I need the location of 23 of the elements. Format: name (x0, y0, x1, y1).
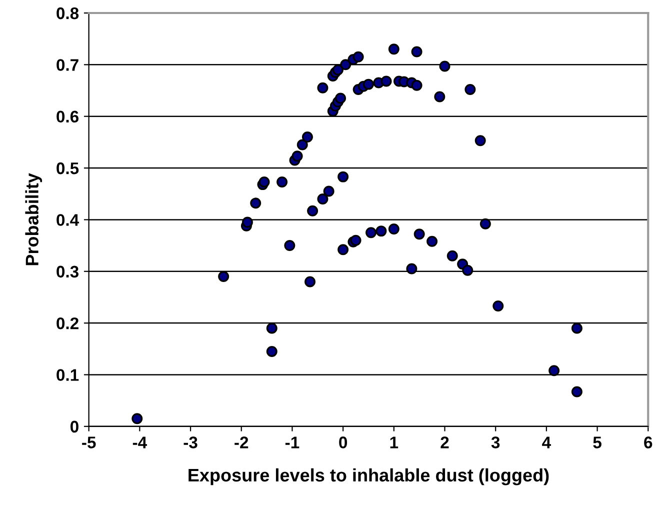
y-tick-label: 0.1 (56, 369, 79, 381)
x-tick-label: -3 (184, 436, 198, 448)
x-tick-label: 0 (339, 436, 348, 448)
y-tick-label: 0.8 (56, 7, 79, 20)
y-tick-label: 0.7 (56, 59, 78, 71)
x-tick-label: -1 (285, 436, 300, 448)
x-tick-label: 5 (593, 436, 602, 448)
y-tick-label: 0.3 (56, 266, 79, 278)
x-tick-label: -2 (234, 436, 248, 448)
y-axis-title: Probability (25, 173, 42, 266)
y-tick-label: 0 (70, 420, 78, 433)
x-tick-label: -4 (132, 436, 147, 448)
y-tick-label: 0.5 (56, 162, 79, 174)
x-axis-title: Exposure levels to inhalable dust (logged) (188, 468, 549, 486)
x-tick-label: 1 (390, 436, 398, 448)
y-tick-label: 0.2 (56, 317, 78, 330)
x-tick-label: -5 (82, 436, 96, 448)
y-tick-label: 0.6 (56, 110, 79, 123)
x-tick-label: 2 (440, 436, 449, 448)
x-tick-label: 3 (491, 436, 500, 448)
y-tick-label: 0.4 (56, 214, 80, 226)
x-tick-label: 4 (542, 436, 551, 448)
x-tick-label: 6 (644, 436, 652, 448)
